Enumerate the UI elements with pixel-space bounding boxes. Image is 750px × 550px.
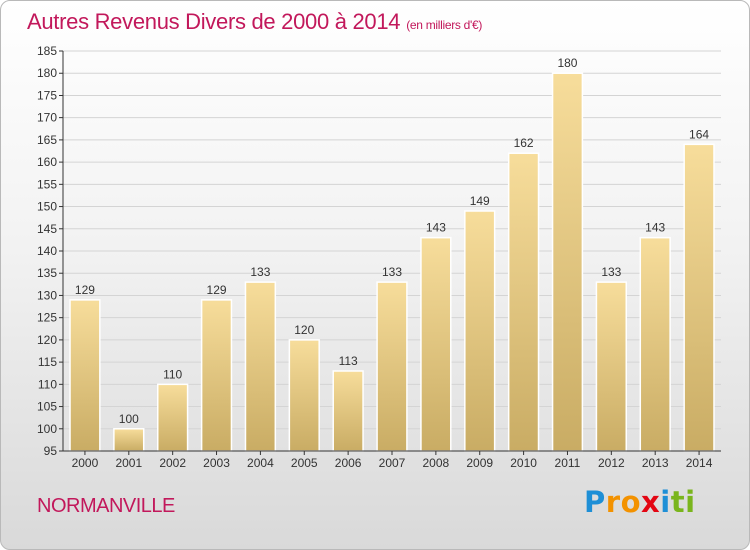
y-tick-label: 110 bbox=[38, 377, 57, 391]
logo-letter: o bbox=[620, 485, 642, 519]
y-tick-label: 115 bbox=[38, 355, 57, 369]
bar-2006 bbox=[332, 370, 364, 452]
title-unit: (en milliers d'€) bbox=[406, 18, 483, 32]
data-label-2006: 113 bbox=[339, 354, 358, 368]
x-tick-label-2010: 2010 bbox=[510, 456, 537, 470]
y-tick-label: 180 bbox=[37, 66, 57, 80]
x-tick-label-2003: 2003 bbox=[203, 456, 230, 470]
data-label-2002: 110 bbox=[163, 367, 182, 381]
y-tick-label: 145 bbox=[37, 222, 57, 236]
bar-2013 bbox=[639, 236, 671, 452]
x-tick-label-2002: 2002 bbox=[159, 456, 186, 470]
logo-letter: P bbox=[584, 485, 606, 519]
logo-letter: t bbox=[670, 485, 686, 519]
title-text: Autres Revenus Divers de 2000 à 2014 bbox=[27, 9, 401, 34]
x-tick-label-2004: 2004 bbox=[247, 456, 274, 470]
bar-2009 bbox=[464, 210, 496, 452]
data-label-2008: 143 bbox=[426, 221, 446, 235]
bar-2000 bbox=[69, 299, 101, 452]
data-label-2014: 164 bbox=[689, 127, 709, 141]
y-tick-label: 160 bbox=[37, 155, 57, 169]
y-tick-label: 155 bbox=[37, 177, 57, 191]
y-tick-label: 140 bbox=[37, 244, 57, 258]
logo-letter: r bbox=[605, 485, 621, 519]
bar-2014 bbox=[683, 143, 715, 452]
data-label-2012: 133 bbox=[601, 265, 621, 279]
bar-2004 bbox=[244, 281, 277, 452]
x-tick-label-2013: 2013 bbox=[642, 456, 669, 470]
x-tick-label-2008: 2008 bbox=[423, 456, 450, 470]
logo-letter: i bbox=[685, 485, 696, 519]
bar-2002 bbox=[157, 383, 189, 452]
x-tick-label-2009: 2009 bbox=[466, 456, 493, 470]
x-tick-label-2007: 2007 bbox=[379, 456, 406, 470]
data-label-2010: 162 bbox=[514, 136, 534, 150]
y-tick-label: 125 bbox=[37, 311, 57, 325]
data-label-2007: 133 bbox=[382, 265, 402, 279]
x-tick-label-2001: 2001 bbox=[115, 456, 142, 470]
proxiti-logo: Proxiti bbox=[584, 485, 696, 519]
bar-2010 bbox=[507, 152, 540, 452]
data-label-2000: 129 bbox=[75, 283, 95, 297]
y-tick-label: 135 bbox=[37, 266, 57, 280]
x-tick-label-2005: 2005 bbox=[291, 456, 318, 470]
y-tick-label: 100 bbox=[37, 422, 57, 436]
x-tick-label-2012: 2012 bbox=[598, 456, 625, 470]
y-tick-label: 150 bbox=[37, 200, 57, 214]
data-labels: 129 100 110 129 133 120 113 133 143 149 162 180 133 1… bbox=[75, 56, 709, 426]
bar-2003 bbox=[200, 299, 233, 452]
y-tick-label: 130 bbox=[37, 288, 57, 302]
y-tick-label: 120 bbox=[37, 333, 57, 347]
x-tick-label-2006: 2006 bbox=[335, 456, 362, 470]
data-label-2004: 133 bbox=[250, 265, 270, 279]
y-tick-label: 105 bbox=[37, 400, 57, 414]
bars bbox=[69, 72, 715, 452]
data-label-2009: 149 bbox=[470, 194, 490, 208]
x-tick-label-2011: 2011 bbox=[555, 456, 581, 470]
y-tick-label: 175 bbox=[37, 88, 57, 102]
axes: 95 100 105 110 115 120 125 130 135 140 145 150 155 16… bbox=[37, 44, 721, 470]
data-label-2001: 100 bbox=[119, 412, 139, 426]
bar-2007 bbox=[376, 281, 408, 452]
x-tick-label-2000: 2000 bbox=[72, 456, 99, 470]
y-tick-label: 95 bbox=[44, 444, 58, 458]
data-label-2003: 129 bbox=[207, 283, 227, 297]
bar-2012 bbox=[595, 281, 627, 452]
data-label-2005: 120 bbox=[294, 323, 314, 337]
bar-2008 bbox=[420, 236, 452, 452]
chart-title: Autres Revenus Divers de 2000 à 2014 (en … bbox=[27, 9, 482, 35]
data-label-2011: 180 bbox=[557, 56, 577, 70]
logo-letter: i bbox=[660, 485, 671, 519]
commune-name: NORMANVILLE bbox=[37, 495, 175, 517]
bar-2005 bbox=[288, 339, 320, 452]
bar-2011 bbox=[551, 72, 584, 452]
data-label-2013: 143 bbox=[645, 221, 665, 235]
logo-letter: x bbox=[641, 485, 661, 519]
x-tick-label-2014: 2014 bbox=[686, 456, 713, 470]
y-tick-label: 185 bbox=[37, 44, 57, 58]
y-tick-label: 165 bbox=[37, 133, 57, 147]
y-tick-label: 170 bbox=[37, 111, 57, 125]
bar-2001 bbox=[113, 428, 145, 452]
